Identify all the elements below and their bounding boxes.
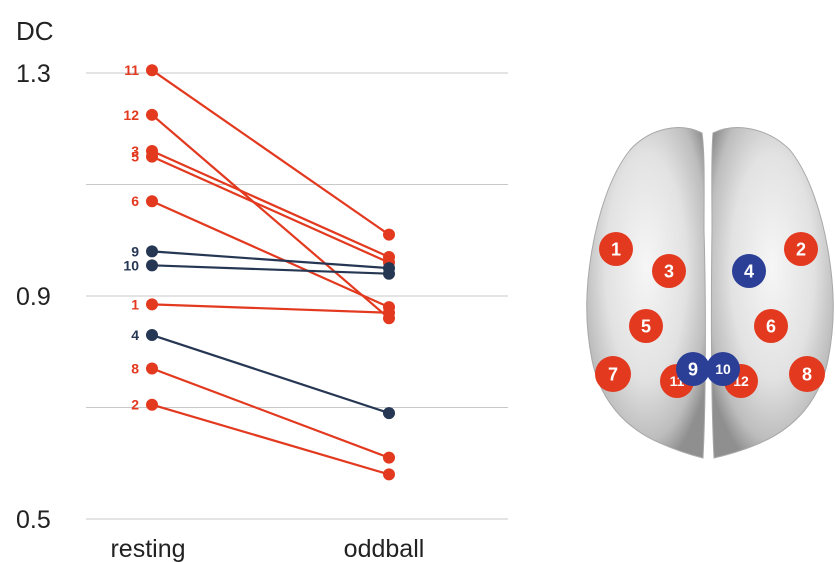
brain-node-label-2: 2 bbox=[796, 239, 806, 259]
y-tick-label: 1.3 bbox=[16, 60, 51, 88]
x-tick-label: resting bbox=[110, 535, 185, 562]
brain-node-label-8: 8 bbox=[802, 364, 812, 384]
brain-node-label-3: 3 bbox=[664, 261, 674, 281]
series-label-12: 12 bbox=[123, 107, 139, 123]
data-point-4-resting bbox=[146, 329, 158, 342]
series-points bbox=[146, 64, 395, 481]
brain-node-label-5: 5 bbox=[641, 316, 651, 336]
brain-map: 1 23 45 67 811 129 10 bbox=[586, 127, 834, 459]
dc-line-chart: DC 1.3 0.9 0.5 resting oddball 11 12 35 6 910 1 4… bbox=[16, 16, 508, 562]
series-label-3: 3 bbox=[131, 143, 139, 159]
brain-node-10 bbox=[706, 352, 740, 386]
series-label-2: 2 bbox=[131, 397, 139, 413]
series-label-11: 11 bbox=[124, 62, 139, 78]
brain-node-label-9: 9 bbox=[688, 359, 698, 379]
data-point-4-oddball bbox=[383, 407, 395, 420]
brain-right-hemisphere bbox=[710, 127, 834, 459]
series-line-6 bbox=[151, 200, 390, 309]
brain-node-label-7: 7 bbox=[608, 364, 618, 384]
brain-node-9 bbox=[676, 352, 710, 386]
data-point-11-oddball bbox=[383, 228, 395, 241]
y-tick-label: 0.5 bbox=[16, 506, 51, 534]
y-tick-label: 0.9 bbox=[16, 283, 51, 311]
brain-left-hemisphere bbox=[586, 127, 706, 459]
brain-node-5 bbox=[629, 309, 663, 343]
brain-node-4 bbox=[732, 254, 766, 288]
y-axis-label: DC bbox=[16, 16, 54, 46]
brain-node-6 bbox=[754, 309, 788, 343]
data-point-2-resting bbox=[146, 398, 158, 411]
series-line-4 bbox=[151, 333, 390, 415]
series-label-5: 5 bbox=[131, 149, 139, 165]
grid-lines bbox=[86, 72, 508, 520]
brain-node-7 bbox=[595, 356, 631, 392]
data-point-6-resting bbox=[146, 195, 158, 208]
series-line-1 bbox=[151, 303, 390, 314]
brain-node-label-1: 1 bbox=[611, 239, 621, 259]
series-line-9 bbox=[151, 250, 390, 270]
data-point-10-resting bbox=[146, 259, 158, 272]
series-line-10 bbox=[151, 264, 390, 275]
brain-node-label-10: 10 bbox=[715, 361, 731, 377]
data-point-10-oddball bbox=[383, 267, 395, 280]
data-point-1-oddball bbox=[383, 306, 395, 319]
series-label-6: 6 bbox=[131, 193, 139, 209]
x-tick-label: oddball bbox=[344, 535, 425, 562]
series-line-5 bbox=[151, 155, 390, 264]
series-line-11 bbox=[151, 69, 390, 236]
brain-node-2 bbox=[784, 232, 818, 266]
brain-node-label-4: 4 bbox=[744, 261, 754, 281]
data-point-8-oddball bbox=[383, 451, 395, 464]
data-point-12-resting bbox=[146, 108, 158, 121]
series-label-1: 1 bbox=[131, 296, 139, 312]
series-line-8 bbox=[151, 367, 390, 459]
data-point-1-resting bbox=[146, 298, 158, 311]
x-tick-labels: resting oddball bbox=[110, 535, 424, 562]
brain-node-8 bbox=[789, 356, 825, 392]
brain-node-label-6: 6 bbox=[766, 316, 776, 336]
data-point-2-oddball bbox=[383, 468, 395, 481]
data-point-8-resting bbox=[146, 362, 158, 375]
data-point-5-resting bbox=[146, 150, 158, 163]
series-lines bbox=[151, 69, 390, 476]
brain-region-nodes: 1 23 45 67 811 129 10 bbox=[595, 232, 825, 398]
series-line-2 bbox=[151, 403, 390, 476]
series-label-4: 4 bbox=[131, 327, 139, 343]
data-point-11-resting bbox=[146, 64, 158, 77]
series-label-9: 9 bbox=[131, 243, 139, 259]
series-label-10: 10 bbox=[123, 257, 139, 273]
y-tick-labels: 1.3 0.9 0.5 bbox=[16, 60, 51, 534]
data-point-9-resting bbox=[146, 245, 158, 258]
brain-node-1 bbox=[599, 232, 633, 266]
series-line-3 bbox=[151, 150, 390, 258]
series-label-8: 8 bbox=[131, 360, 139, 376]
brain-node-3 bbox=[652, 254, 686, 288]
series-line-12 bbox=[151, 113, 390, 320]
